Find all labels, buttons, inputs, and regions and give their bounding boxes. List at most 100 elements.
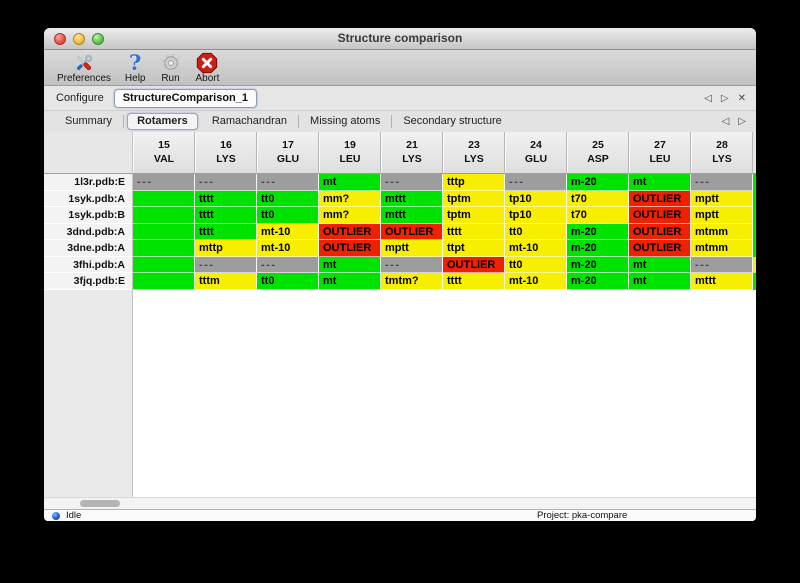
run-button[interactable]: Run xyxy=(153,52,189,84)
rotamer-cell[interactable]: mt-10 xyxy=(505,240,567,257)
rotamer-cell[interactable]: tttm xyxy=(195,273,257,290)
tab-summary[interactable]: Summary xyxy=(65,115,113,127)
tab-missing-atoms[interactable]: Missing atoms xyxy=(310,115,381,127)
workflow-close-icon[interactable]: ✕ xyxy=(737,92,746,104)
row-label[interactable]: 1syk.pdb:B xyxy=(44,207,132,224)
rotamer-cell[interactable]: tt0 xyxy=(257,273,319,290)
rotamer-cell[interactable]: ttpt xyxy=(443,240,505,257)
column-header[interactable]: 17 GLU xyxy=(257,132,319,173)
rotamer-cell[interactable]: --- xyxy=(505,174,567,191)
horizontal-scrollbar[interactable] xyxy=(44,497,756,509)
rotamer-cell[interactable]: mttp xyxy=(195,240,257,257)
rotamer-cell[interactable]: m-20 xyxy=(567,223,629,240)
rotamer-cell[interactable]: OUTLIER xyxy=(319,223,381,240)
rotamer-cell-partial[interactable] xyxy=(753,273,756,290)
rotamer-cell[interactable]: tp10 xyxy=(505,190,567,207)
rotamer-cell[interactable]: tmtm? xyxy=(381,273,443,290)
column-header[interactable]: 27 LEU xyxy=(629,132,691,173)
rotamer-cell[interactable]: --- xyxy=(257,256,319,273)
rotamer-cell-partial[interactable] xyxy=(753,190,756,207)
rotamer-cell[interactable]: mt-10 xyxy=(505,273,567,290)
workflow-tab-structurecomparison-1[interactable]: StructureComparison_1 xyxy=(113,88,258,108)
rotamer-cell[interactable]: m-20 xyxy=(567,240,629,257)
tabs-prev-icon[interactable]: ◁ xyxy=(721,115,730,127)
rotamer-cell[interactable]: t70 xyxy=(567,190,629,207)
rotamer-cell[interactable]: OUTLIER xyxy=(629,240,691,257)
rotamer-cell[interactable]: --- xyxy=(381,174,443,191)
rotamer-cell[interactable] xyxy=(133,190,195,207)
rotamer-cell[interactable]: mtmm xyxy=(691,240,753,257)
column-header[interactable]: 24 GLU xyxy=(505,132,567,173)
rotamer-cell[interactable]: mm? xyxy=(319,190,381,207)
rotamer-cell[interactable]: tttt xyxy=(195,223,257,240)
rotamer-cell[interactable]: tttp xyxy=(443,174,505,191)
rotamer-cell[interactable]: tp10 xyxy=(505,207,567,224)
rotamer-cell[interactable]: mttt xyxy=(691,273,753,290)
rotamer-cell[interactable]: mptt xyxy=(691,207,753,224)
rotamer-cell[interactable]: --- xyxy=(691,256,753,273)
tab-rotamers[interactable]: Rotamers xyxy=(127,112,198,130)
rotamer-cell[interactable]: OUTLIER xyxy=(629,190,691,207)
rotamer-cell[interactable]: tttt xyxy=(443,223,505,240)
rotamer-cell[interactable]: tttt xyxy=(195,190,257,207)
rotamer-cell[interactable]: m-20 xyxy=(567,273,629,290)
rotamer-cell[interactable]: --- xyxy=(195,174,257,191)
rotamer-cell-partial[interactable] xyxy=(753,174,756,191)
rotamer-cell[interactable]: mt xyxy=(319,174,381,191)
rotamer-cell[interactable]: --- xyxy=(257,174,319,191)
workflow-next-icon[interactable]: ▷ xyxy=(720,92,729,104)
rotamer-cell[interactable]: mm? xyxy=(319,207,381,224)
rotamer-cell[interactable] xyxy=(133,256,195,273)
rotamer-cell[interactable]: --- xyxy=(195,256,257,273)
preferences-button[interactable]: Preferences xyxy=(50,52,118,84)
column-header[interactable]: 23 LYS xyxy=(443,132,505,173)
rotamer-cell[interactable]: OUTLIER xyxy=(381,223,443,240)
column-header[interactable]: 28 LYS xyxy=(691,132,753,173)
column-header[interactable]: 21 LYS xyxy=(381,132,443,173)
rotamer-cell-partial[interactable] xyxy=(753,207,756,224)
row-label[interactable]: 3dnd.pdb:A xyxy=(44,223,132,240)
rotamer-cell-partial[interactable] xyxy=(753,240,756,257)
rotamer-cell[interactable]: tt0 xyxy=(257,190,319,207)
rotamer-cell[interactable]: tttt xyxy=(195,207,257,224)
rotamer-cell-partial[interactable] xyxy=(753,223,756,240)
rotamer-cell[interactable]: t70 xyxy=(567,207,629,224)
rotamer-cell[interactable]: mt xyxy=(629,273,691,290)
row-label[interactable]: 3fjq.pdb:E xyxy=(44,273,132,290)
rotamer-cell[interactable]: mptt xyxy=(691,190,753,207)
column-header[interactable]: 19 LEU xyxy=(319,132,381,173)
help-button[interactable]: ? Help xyxy=(118,52,153,84)
tabs-next-icon[interactable]: ▷ xyxy=(738,115,746,127)
row-label[interactable]: 1syk.pdb:A xyxy=(44,190,132,207)
rotamer-cell[interactable]: --- xyxy=(133,174,195,191)
rotamer-cell[interactable]: tt0 xyxy=(505,256,567,273)
title-bar[interactable]: Structure comparison xyxy=(44,28,756,50)
scrollbar-thumb[interactable] xyxy=(80,500,120,507)
rotamer-cell[interactable]: tttt xyxy=(443,273,505,290)
rotamer-cell[interactable]: --- xyxy=(381,256,443,273)
workflow-prev-icon[interactable]: ◁ xyxy=(704,92,712,104)
rotamer-cell[interactable]: tptm xyxy=(443,207,505,224)
rotamer-cell[interactable] xyxy=(133,223,195,240)
column-header[interactable]: 16 LYS xyxy=(195,132,257,173)
rotamer-cell[interactable]: OUTLIER xyxy=(443,256,505,273)
rotamer-cell[interactable]: mt xyxy=(629,256,691,273)
rotamer-cell[interactable]: mptt xyxy=(381,240,443,257)
rotamer-cell[interactable] xyxy=(133,207,195,224)
rotamer-cell[interactable]: mt xyxy=(629,174,691,191)
rotamer-cell[interactable]: mt xyxy=(319,273,381,290)
rotamer-cell[interactable]: mt xyxy=(319,256,381,273)
rotamer-cell[interactable] xyxy=(133,240,195,257)
rotamer-cell-partial[interactable] xyxy=(753,256,756,273)
minimize-window-button[interactable] xyxy=(73,33,85,45)
rotamer-cell[interactable]: m-20 xyxy=(567,256,629,273)
rotamer-cell[interactable]: mtmm xyxy=(691,223,753,240)
rotamer-cell[interactable]: tptm xyxy=(443,190,505,207)
rotamer-cell[interactable]: mt-10 xyxy=(257,240,319,257)
rotamer-cell[interactable]: tt0 xyxy=(505,223,567,240)
tab-ramachandran[interactable]: Ramachandran xyxy=(211,115,288,127)
abort-button[interactable]: Abort xyxy=(189,52,227,84)
rotamer-cell[interactable]: mt-10 xyxy=(257,223,319,240)
tab-secondary-structure[interactable]: Secondary structure xyxy=(403,115,502,127)
rotamer-cell[interactable]: m-20 xyxy=(567,174,629,191)
